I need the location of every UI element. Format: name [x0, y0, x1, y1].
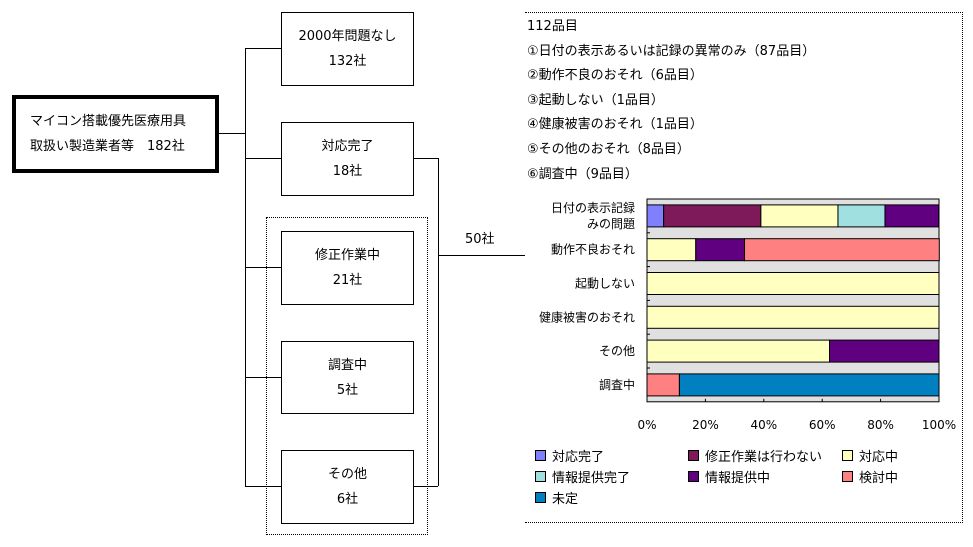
branch-count: 132社 [328, 54, 367, 69]
connector [245, 158, 281, 159]
x-tick-label: 100% [922, 418, 956, 432]
bar-segment [678, 373, 940, 397]
branch-box-completed: 対応完了 18社 [281, 122, 414, 196]
legend-swatch [535, 471, 546, 482]
branch-count: 18社 [332, 164, 363, 179]
legend-item: 検討中 [842, 467, 898, 486]
category-label: 調査中 [599, 377, 635, 392]
legend-swatch [842, 450, 853, 461]
legend-label: 修正作業は行わない [705, 450, 823, 465]
x-tick-label: 60% [809, 418, 836, 432]
bar-segment [646, 373, 680, 397]
legend-label: 対応完了 [552, 450, 605, 465]
category-label: 日付の表示記録 [551, 200, 635, 215]
stacked-bar-chart: 0% 20% 40% 60% 80% 100% 日付の表示記録みの問題動作不良おそれ起動しな… [539, 198, 956, 432]
category-label: 動作不良おそれ [551, 242, 635, 257]
connector [438, 255, 525, 256]
branch-count: 5社 [336, 382, 359, 398]
legend-item: 修正作業は行わない [688, 446, 822, 465]
legend-label: 対応中 [859, 450, 899, 465]
legend-swatch [842, 471, 853, 482]
bar-segment [695, 238, 746, 262]
legend-label: 検討中 [859, 471, 899, 486]
branch-label: その他 [327, 467, 367, 482]
summary-item: ②動作不良のおそれ（6品目） [527, 68, 703, 84]
category-label: 健康被害のおそれ [539, 309, 635, 324]
branch-box-investigating: 調査中 5社 [281, 341, 414, 414]
legend-swatch [688, 450, 699, 461]
summary-item: ④健康被害のおそれ（1品目） [527, 117, 703, 133]
legend-item: 未定 [535, 488, 578, 507]
bar-segment [646, 339, 830, 363]
branch-box-other: その他 6社 [281, 450, 414, 524]
category-label: 起動しない [575, 277, 635, 291]
connector [245, 486, 281, 487]
connector [413, 158, 438, 159]
root-line1: マイコン搭載優先医療用具 [30, 114, 187, 129]
in-progress-group [266, 217, 428, 535]
x-tick-label: 0% [637, 418, 656, 432]
connector [245, 377, 281, 378]
x-tick-label: 20% [692, 418, 719, 432]
bar-segment [760, 204, 839, 228]
bar-segment [646, 272, 940, 295]
legend-item: 情報提供中 [688, 467, 770, 486]
summary-item: ⑥調査中（9品目） [527, 166, 638, 182]
bar-segment [829, 339, 940, 363]
connector [245, 267, 281, 268]
legend-label: 未定 [552, 492, 579, 507]
branch-label: 調査中 [327, 357, 367, 373]
connector [245, 48, 281, 49]
legend-label: 情報提供完了 [552, 471, 631, 486]
legend-swatch [688, 471, 699, 482]
bar-segment [646, 238, 697, 262]
legend-swatch [535, 492, 546, 503]
merge-label: 50社 [465, 232, 495, 247]
branch-label: 2000年問題なし [298, 29, 397, 44]
branch-count: 6社 [336, 492, 359, 507]
root-box: マイコン搭載優先医療用具 取扱い製造業者等 182社 [12, 95, 219, 173]
bar-segment [646, 305, 940, 329]
bar-segment [884, 204, 940, 228]
legend-item: 情報提供完了 [535, 467, 630, 486]
branch-label: 対応完了 [321, 139, 374, 154]
connector [219, 133, 245, 134]
legend-item: 対応完了 [535, 446, 604, 465]
connector [438, 158, 439, 486]
bar-segment [837, 204, 886, 228]
detail-panel [525, 12, 963, 523]
summary-item: ①日付の表示あるいは記録の異常のみ（87品目） [527, 43, 816, 59]
summary-item: ⑤その他のおそれ（8品目） [527, 141, 690, 157]
connector [413, 486, 438, 487]
legend-label: 情報提供中 [705, 471, 771, 486]
summary-total: 112品目 [527, 19, 578, 34]
legend-item: 対応中 [842, 446, 898, 465]
branch-label: 修正作業中 [314, 248, 380, 263]
branch-count: 21社 [332, 273, 363, 288]
category-label: その他 [599, 344, 635, 358]
summary-list: 112品目 ①日付の表示あるいは記録の異常のみ（87品目） ②動作不良のおそれ（… [527, 15, 815, 187]
root-line2: 取扱い製造業者等 182社 [30, 139, 185, 154]
branch-box-fixing: 修正作業中 21社 [281, 231, 414, 305]
summary-item: ③起動しない（1品目） [527, 92, 664, 108]
x-tick-label: 80% [867, 418, 894, 432]
branch-box-no-problem: 2000年問題なし 132社 [281, 12, 414, 86]
legend-swatch [535, 450, 546, 461]
plot-area [646, 198, 940, 403]
bar-segment [646, 204, 665, 228]
bar-segment [663, 204, 762, 228]
bar-segment [744, 238, 940, 262]
x-tick-label: 40% [750, 418, 777, 432]
category-label: みの問題 [587, 217, 635, 231]
